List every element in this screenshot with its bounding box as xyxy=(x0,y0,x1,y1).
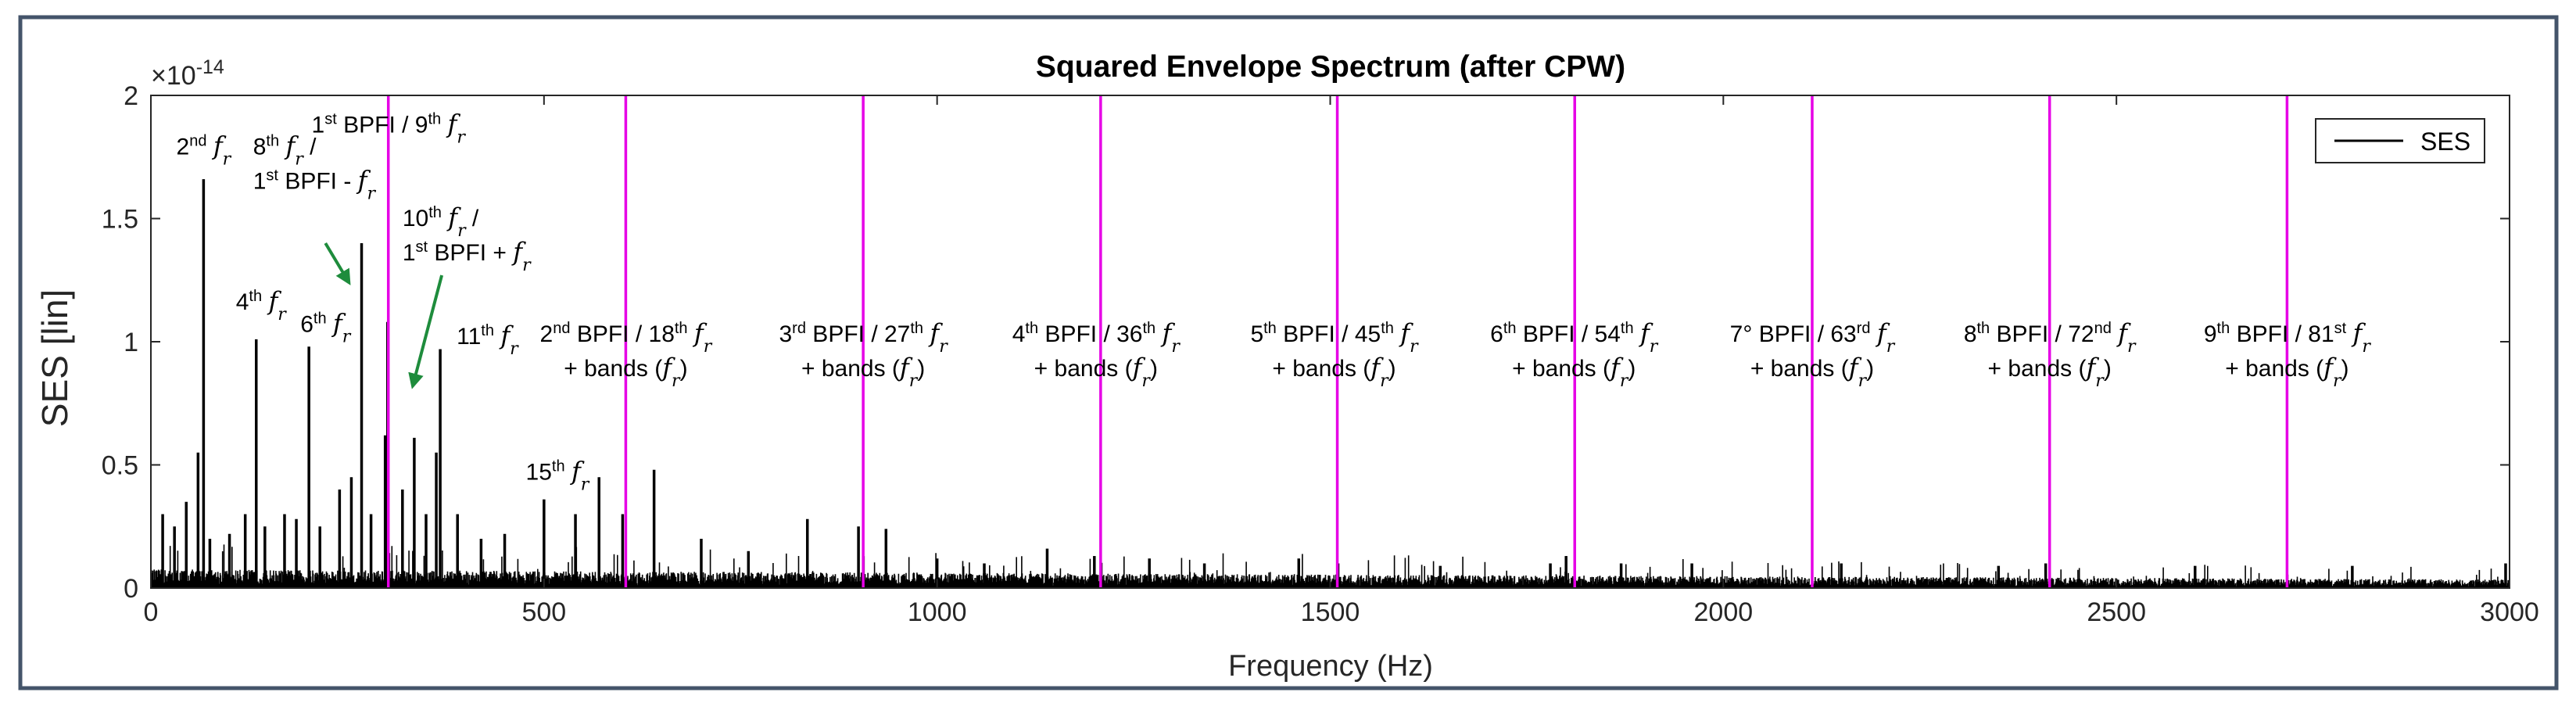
legend: SES xyxy=(2315,118,2485,163)
y-tick-label: 2 xyxy=(124,81,138,111)
x-tick-label: 2500 xyxy=(2087,597,2146,627)
annotation-b2: 2nd BPFI / 18th fr xyxy=(540,318,713,357)
annotation-b5: + bands (fr) xyxy=(1272,353,1395,391)
annotation-b7: 7° BPFI / 63rd fr xyxy=(1730,318,1896,357)
annotation-b9: + bands (fr) xyxy=(2225,353,2348,391)
annotation-b8: + bands (fr) xyxy=(1988,353,2112,391)
annotation-a1bpfi: 1st BPFI / 9th fr xyxy=(312,109,467,147)
y-axis-label: SES [lin] xyxy=(34,289,75,427)
annotation-b4: 4th BPFI / 36th fr xyxy=(1012,318,1181,357)
annotation-b8: 8th BPFI / 72nd fr xyxy=(1964,318,2137,357)
x-tick-label: 0 xyxy=(144,597,159,627)
y-scale-exponent: ×10-14 xyxy=(151,56,224,91)
y-tick-label: 1.5 xyxy=(102,205,138,235)
annotation-a15th: 15th fr xyxy=(526,456,590,494)
legend-label: SES xyxy=(2420,127,2470,156)
bpfi-lines xyxy=(386,95,2289,588)
annotation-arrow xyxy=(324,242,351,285)
annotation-b9: 9th BPFI / 81st fr xyxy=(2204,318,2372,357)
y-tick-label: 1 xyxy=(124,328,138,357)
y-tick-label: 0.5 xyxy=(102,451,138,481)
chart-title: Squared Envelope Spectrum (after CPW) xyxy=(1036,50,1625,84)
arrows xyxy=(324,242,444,389)
y-scale-power: -14 xyxy=(196,56,224,78)
x-tick-label: 1500 xyxy=(1301,597,1360,627)
annotation-a8th: 1st BPFI - fr xyxy=(253,166,377,204)
y-scale-prefix: ×10 xyxy=(151,61,196,91)
y-tick-label: 0 xyxy=(124,574,138,604)
x-tick-label: 2000 xyxy=(1694,597,1754,627)
x-tick-label: 500 xyxy=(521,597,566,627)
annotation-a4th: 4th fr xyxy=(236,286,288,325)
x-tick-label: 1000 xyxy=(908,597,967,627)
annotation-b2: + bands (fr) xyxy=(564,353,687,391)
x-axis-label: Frequency (Hz) xyxy=(1228,650,1433,683)
annotation-arrow xyxy=(408,274,444,389)
annotation-b3: + bands (fr) xyxy=(801,353,925,391)
x-tick-label: 3000 xyxy=(2480,597,2539,627)
annotation-b6: 6th BPFI / 54th fr xyxy=(1490,318,1659,357)
tick-labels: 0 500 1000 1500 2000 2500 3000 0 0.5 1 1.5 2 xyxy=(102,81,2539,627)
annotation-a2nd: 2nd fr xyxy=(177,131,232,170)
annotation-b6: + bands (fr) xyxy=(1512,353,1636,391)
